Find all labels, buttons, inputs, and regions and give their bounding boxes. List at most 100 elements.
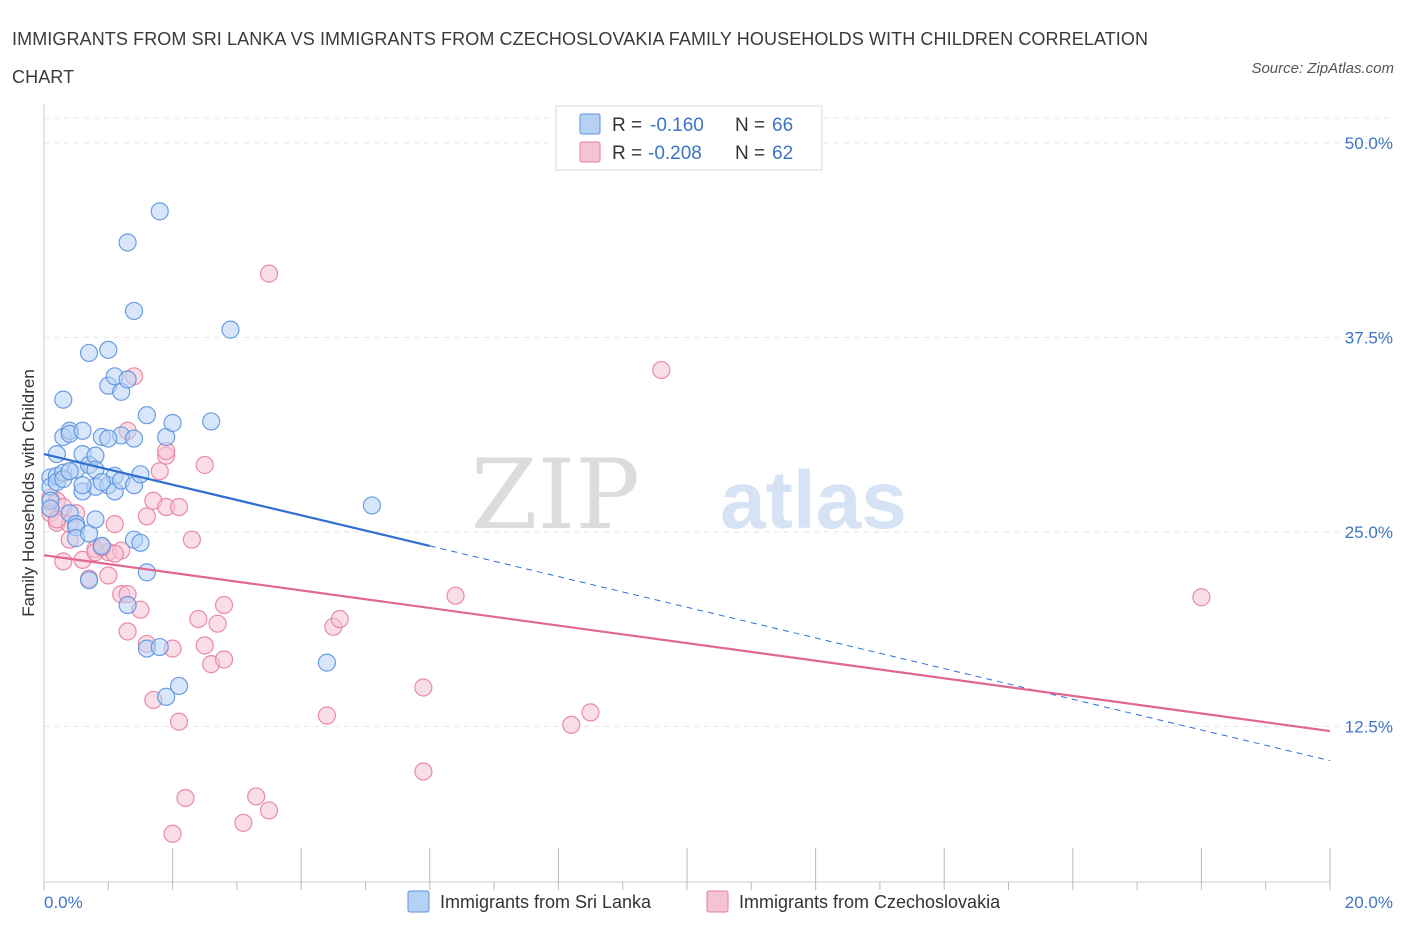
czechoslovakia-point <box>446 586 465 605</box>
y-tick-label: 12.5% <box>1345 717 1393 736</box>
czechoslovakia-point <box>150 462 169 481</box>
sri-lanka-point <box>163 413 182 433</box>
sri-lanka-point <box>137 563 156 582</box>
czechoslovakia-point <box>208 614 227 633</box>
sri-lanka-point <box>221 320 240 339</box>
sri-lanka-point <box>118 233 137 252</box>
sri-lanka-point <box>60 462 79 481</box>
bottom-legend-swatch-czechoslovakia <box>706 890 729 913</box>
czechoslovakia-point <box>652 360 671 380</box>
sri-lanka-trend-line <box>43 453 431 547</box>
legend-box: R = -0.160 N = 66 R = -0.208 N = 62 <box>555 105 823 171</box>
axes <box>43 104 1330 883</box>
czechoslovakia-point <box>163 824 182 843</box>
sri-lanka-point <box>124 429 144 448</box>
legend-n-value-2: 62 <box>772 143 793 164</box>
sri-lanka-point <box>150 637 169 657</box>
y-tick-labels: 12.5% 25.0% 37.5% 50.0% <box>1345 134 1393 737</box>
czechoslovakia-point <box>581 703 600 722</box>
czechoslovakia-point <box>247 787 266 806</box>
sri-lanka-point <box>169 676 189 696</box>
legend-r-label-1: R = <box>612 115 642 136</box>
czechoslovakia-point <box>169 497 189 517</box>
grid-lines <box>44 117 1393 727</box>
sri-lanka-point <box>118 370 137 389</box>
sri-lanka-point <box>131 533 150 552</box>
sri-lanka-point <box>79 343 99 363</box>
sri-lanka-point <box>362 496 382 515</box>
czechoslovakia-point <box>176 788 195 808</box>
legend-n-value-1: 66 <box>772 115 793 136</box>
sri-lanka-point <box>54 390 73 409</box>
sri-lanka-point <box>79 571 99 590</box>
x-ticks <box>43 848 1331 890</box>
czechoslovakia-point <box>182 530 201 549</box>
y-tick-label: 50.0% <box>1345 134 1393 153</box>
chart-title: IMMIGRANTS FROM SRI LANKA VS IMMIGRANTS … <box>12 29 1149 87</box>
watermark-atlas: atlas <box>720 455 907 546</box>
czechoslovakia-point <box>1192 588 1211 607</box>
sri-lanka-point <box>99 340 118 359</box>
czechoslovakia-point <box>234 813 253 832</box>
sri-lanka-point <box>157 687 176 706</box>
x-tick-label-max: 20.0% <box>1345 893 1393 912</box>
czechoslovakia-point <box>562 715 581 734</box>
czechoslovakia-point <box>414 762 433 781</box>
source-credit: Source: ZipAtlas.com <box>1251 60 1394 77</box>
sri-lanka-trend-extension <box>429 545 1331 762</box>
sri-lanka-point <box>73 476 92 495</box>
sri-lanka-point <box>47 445 66 464</box>
sri-lanka-point <box>131 465 150 484</box>
czechoslovakia-point <box>189 609 208 629</box>
trend-lines <box>43 453 1331 762</box>
watermark: ZIP atlas <box>471 439 907 551</box>
sri-lanka-point <box>41 499 60 518</box>
czechoslovakia-point <box>169 712 189 731</box>
sri-lanka-point <box>202 412 221 431</box>
legend-r-value-2: -0.208 <box>648 143 702 164</box>
czechoslovakia-point <box>195 636 214 655</box>
czechoslovakia-point <box>259 801 279 820</box>
legend-n-label-2: N = <box>735 143 765 164</box>
sri-lanka-point <box>86 510 105 529</box>
bottom-legend-label-czechoslovakia: Immigrants from Czechoslovakia <box>739 892 1001 912</box>
legend-swatch-pink <box>579 141 601 163</box>
sri-lanka-point <box>317 653 337 672</box>
czechoslovakia-point <box>54 552 73 571</box>
y-tick-label: 37.5% <box>1345 328 1393 347</box>
watermark-zip: ZIP <box>471 439 640 551</box>
series-czechoslovakia-points <box>41 264 1211 843</box>
sri-lanka-point <box>137 406 156 425</box>
sri-lanka-point <box>92 473 111 492</box>
czechoslovakia-point <box>259 264 279 283</box>
legend-r-label-2: R = <box>612 143 642 164</box>
czechoslovakia-point <box>137 507 156 526</box>
sri-lanka-point <box>118 595 137 615</box>
czechoslovakia-point <box>118 622 137 641</box>
czechoslovakia-point <box>99 566 118 585</box>
bottom-legend: Immigrants from Sri Lanka Immigrants fro… <box>407 890 1001 913</box>
legend-swatch-blue <box>579 113 601 135</box>
sri-lanka-point <box>150 202 169 221</box>
sri-lanka-point <box>124 301 144 321</box>
czechoslovakia-point <box>105 515 124 534</box>
sri-lanka-point <box>92 536 111 556</box>
y-tick-label: 25.0% <box>1345 523 1393 542</box>
czechoslovakia-point <box>317 706 337 725</box>
legend-r-value-1: -0.160 <box>650 115 704 136</box>
sri-lanka-point <box>99 429 118 448</box>
x-tick-label-min: 0.0% <box>44 893 83 912</box>
czechoslovakia-point <box>330 609 349 629</box>
sri-lanka-point <box>73 421 92 440</box>
series-sri-lanka-points <box>41 202 382 706</box>
legend-n-label-1: N = <box>735 115 765 136</box>
czechoslovakia-point <box>195 455 214 475</box>
czechoslovakia-point <box>414 678 433 697</box>
czechoslovakia-point <box>214 595 234 615</box>
y-axis-label: Family Households with Children <box>19 369 38 617</box>
bottom-legend-swatch-sri-lanka <box>407 890 430 913</box>
bottom-legend-label-sri-lanka: Immigrants from Sri Lanka <box>440 892 652 912</box>
czechoslovakia-trend-line <box>43 554 1331 733</box>
czechoslovakia-point <box>214 650 234 669</box>
